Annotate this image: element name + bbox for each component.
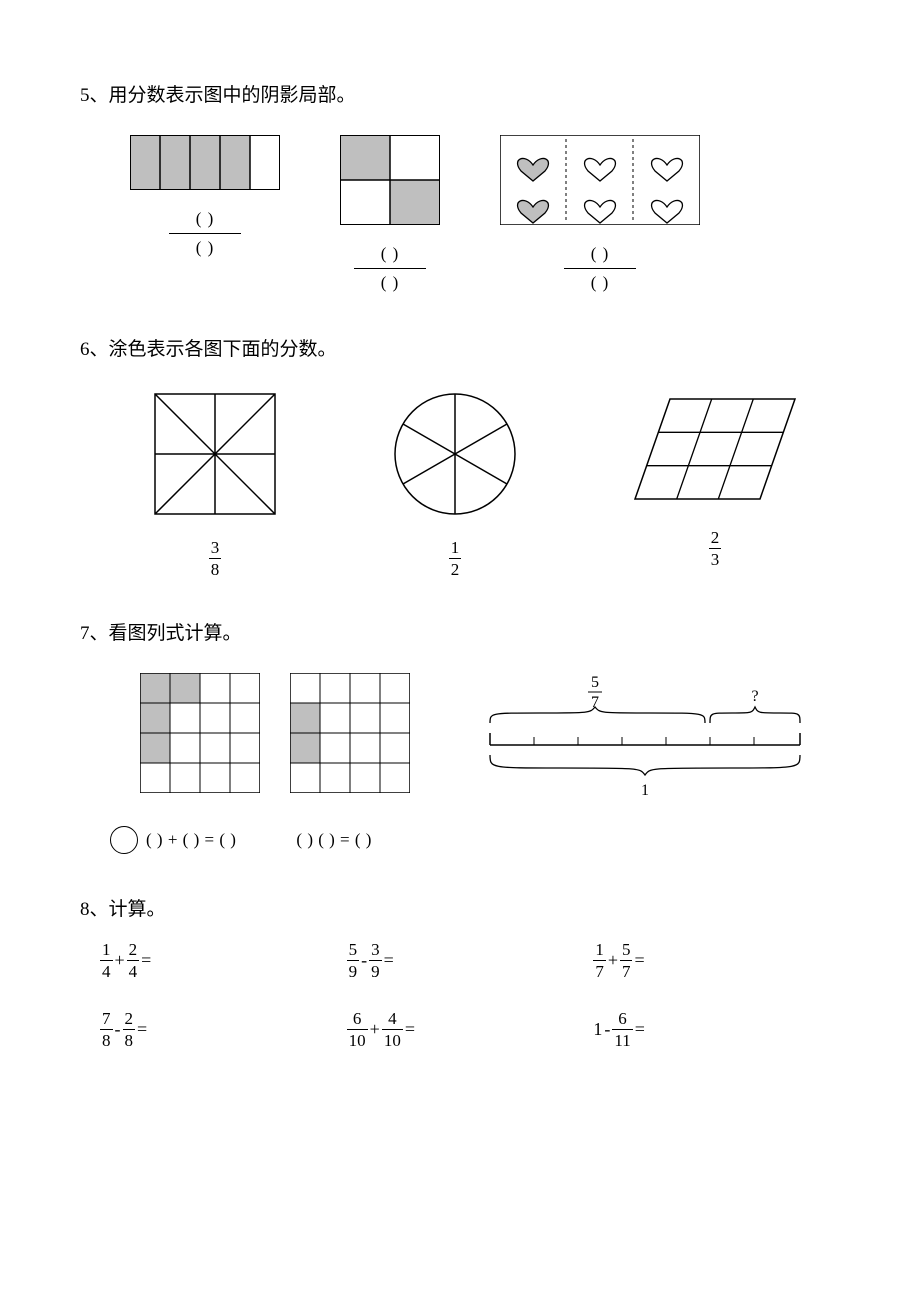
q7-eq1[interactable]: ( ) + ( ) = ( ) xyxy=(146,830,236,850)
q7-grid1 xyxy=(140,673,260,793)
circle-icon xyxy=(110,826,138,854)
svg-text:1: 1 xyxy=(641,782,649,799)
svg-text:5: 5 xyxy=(591,674,599,691)
q6-fig2: 1 2 xyxy=(380,389,530,578)
question-6: 6、涂色表示各图下面的分数。 3 8 xyxy=(80,334,840,578)
q6-frac-3: 2 3 xyxy=(709,529,722,568)
q8-grid: 14 + 24 = 59 - 39 = 17 + 57 = 78 - 28 = … xyxy=(100,941,840,1049)
q7-numline: 5 7 ? 1 xyxy=(480,673,820,808)
q8-item-2[interactable]: 59 - 39 = xyxy=(347,941,594,980)
q7-figures: 5 7 ? 1 xyxy=(140,673,840,808)
q8-item-4[interactable]: 78 - 28 = xyxy=(100,1010,347,1049)
q7-grid2 xyxy=(290,673,410,793)
q6-fig3: 2 3 xyxy=(630,389,800,568)
q5-blank-2[interactable]: ( ) ( ) xyxy=(354,243,426,294)
q5-fig2: ( ) ( ) xyxy=(340,135,440,294)
q5-figures: ( ) ( ) ( ) ( ) xyxy=(130,135,840,294)
q7-eq2[interactable]: ( ) ( ) = ( ) xyxy=(296,830,372,850)
q5-fig3: ( ) ( ) xyxy=(500,135,700,294)
q6-figures: 3 8 1 2 xyxy=(150,389,840,578)
q6-frac-1: 3 8 xyxy=(209,539,222,578)
svg-text:?: ? xyxy=(751,688,758,705)
q6-prompt: 6、涂色表示各图下面的分数。 xyxy=(80,334,840,361)
q7-prompt: 7、看图列式计算。 xyxy=(80,618,840,645)
q8-item-3[interactable]: 17 + 57 = xyxy=(593,941,840,980)
q5-prompt: 5、用分数表示图中的阴影局部。 xyxy=(80,80,840,107)
q8-item-1[interactable]: 14 + 24 = xyxy=(100,941,347,980)
question-8: 8、计算。 14 + 24 = 59 - 39 = 17 + 57 = 78 -… xyxy=(80,894,840,1049)
q8-item-6[interactable]: 1 - 611 = xyxy=(593,1010,840,1049)
q5-fig1: ( ) ( ) xyxy=(130,135,280,259)
q8-prompt: 8、计算。 xyxy=(80,894,840,921)
q7-equations: ( ) + ( ) = ( ) ( ) ( ) = ( ) xyxy=(110,826,840,854)
q8-item-5[interactable]: 610 + 410 = xyxy=(347,1010,594,1049)
q6-frac-2: 1 2 xyxy=(449,539,462,578)
question-7: 7、看图列式计算。 xyxy=(80,618,840,854)
svg-text:7: 7 xyxy=(591,694,599,711)
question-5: 5、用分数表示图中的阴影局部。 ( ) ( ) xyxy=(80,80,840,294)
q5-blank-3[interactable]: ( ) ( ) xyxy=(564,243,636,294)
q5-blank-1[interactable]: ( ) ( ) xyxy=(169,208,241,259)
q6-fig1: 3 8 xyxy=(150,389,280,578)
